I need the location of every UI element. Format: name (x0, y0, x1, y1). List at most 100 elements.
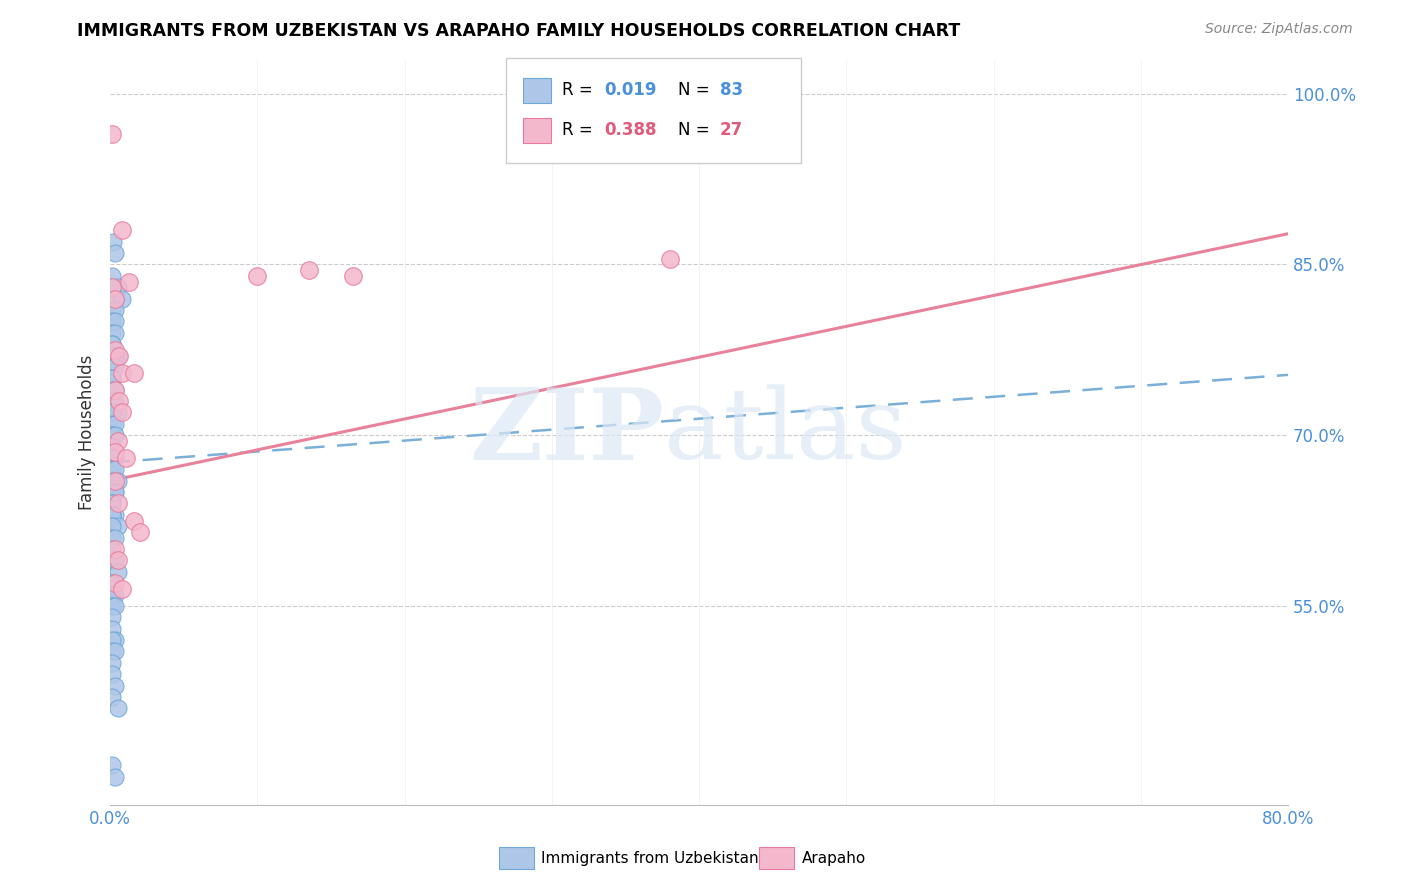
Text: N =: N = (678, 121, 714, 139)
Point (103, 450, 125, 465)
Point (103, 292, 125, 306)
Point (107, 565, 129, 579)
Point (103, 508, 125, 522)
Point (107, 349, 129, 363)
Point (111, 405, 134, 419)
Point (103, 246, 125, 260)
Point (100, 440, 122, 454)
Text: 83: 83 (720, 81, 742, 99)
Point (100, 519, 122, 533)
Point (100, 644, 122, 658)
Point (100, 474, 122, 488)
Point (103, 326, 125, 340)
Point (100, 462, 122, 476)
Point (103, 679, 125, 693)
Point (100, 337, 122, 351)
Point (658, 252, 681, 266)
Text: 0.019: 0.019 (605, 81, 657, 99)
Point (107, 434, 129, 448)
Point (100, 496, 122, 510)
Point (100, 576, 122, 591)
Point (100, 610, 122, 624)
Point (100, 485, 122, 500)
Text: ZIP: ZIP (468, 384, 664, 481)
Point (100, 450, 122, 465)
Point (122, 514, 145, 528)
Point (103, 599, 125, 613)
Point (111, 292, 134, 306)
Point (103, 428, 125, 442)
Point (100, 394, 122, 409)
Point (100, 450, 122, 465)
Point (100, 337, 122, 351)
Point (100, 531, 122, 545)
Point (103, 576, 125, 591)
Point (107, 280, 129, 294)
Point (111, 223, 134, 237)
Point (100, 496, 122, 510)
Point (103, 553, 125, 567)
Point (107, 519, 129, 533)
Point (100, 371, 122, 385)
Point (103, 531, 125, 545)
Point (100, 553, 122, 567)
Point (100, 508, 122, 522)
Point (103, 343, 125, 357)
Point (107, 496, 129, 510)
Point (100, 280, 122, 294)
Point (100, 314, 122, 328)
Point (100, 599, 122, 613)
Point (100, 280, 122, 294)
Point (100, 519, 122, 533)
Point (100, 576, 122, 591)
Point (103, 417, 125, 431)
Point (100, 127, 122, 141)
Y-axis label: Family Households: Family Households (79, 355, 96, 510)
Point (103, 588, 125, 602)
Point (122, 366, 145, 380)
Point (107, 405, 129, 419)
Point (103, 633, 125, 648)
Point (100, 622, 122, 636)
Point (100, 428, 122, 442)
Point (100, 508, 122, 522)
Point (103, 394, 125, 409)
Point (100, 371, 122, 385)
Point (100, 326, 122, 340)
Point (103, 644, 125, 658)
Point (342, 268, 364, 283)
Point (100, 667, 122, 681)
Point (100, 405, 122, 419)
Point (100, 599, 122, 613)
Point (107, 474, 129, 488)
Point (100, 428, 122, 442)
Text: R =: R = (562, 81, 599, 99)
Text: Source: ZipAtlas.com: Source: ZipAtlas.com (1205, 22, 1353, 37)
Point (100, 758, 122, 772)
Point (100, 633, 122, 648)
Point (103, 474, 125, 488)
Point (128, 524, 150, 539)
Point (100, 508, 122, 522)
Point (103, 541, 125, 556)
Point (100, 588, 122, 602)
Point (107, 553, 129, 567)
Point (246, 268, 269, 283)
Text: N =: N = (678, 81, 714, 99)
Text: atlas: atlas (664, 384, 907, 480)
Point (103, 485, 125, 500)
Point (105, 292, 128, 306)
Point (100, 541, 122, 556)
Point (100, 440, 122, 454)
Point (111, 582, 134, 596)
Point (103, 485, 125, 500)
Point (103, 349, 125, 363)
Point (100, 496, 122, 510)
Point (103, 303, 125, 318)
Text: IMMIGRANTS FROM UZBEKISTAN VS ARAPAHO FAMILY HOUSEHOLDS CORRELATION CHART: IMMIGRANTS FROM UZBEKISTAN VS ARAPAHO FA… (77, 22, 960, 40)
Point (100, 428, 122, 442)
Point (100, 462, 122, 476)
Point (103, 314, 125, 328)
Point (100, 588, 122, 602)
Point (115, 450, 138, 465)
